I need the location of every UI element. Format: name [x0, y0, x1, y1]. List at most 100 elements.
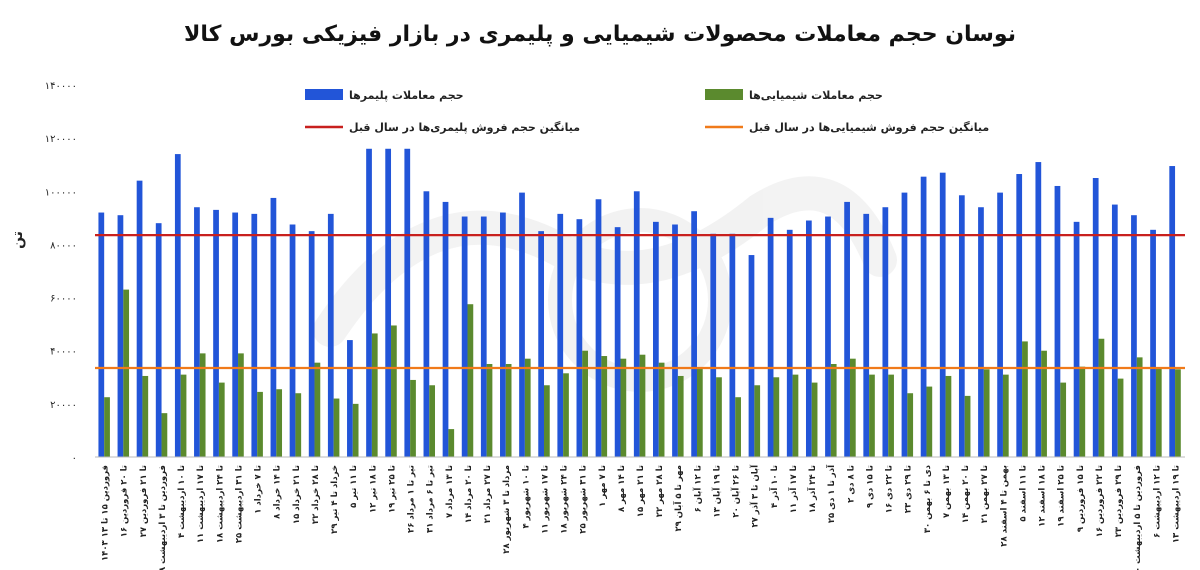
- bar-chemical: [1155, 367, 1162, 457]
- watermark: [313, 176, 897, 392]
- bar-polymer: [748, 255, 755, 457]
- bar-polymer: [844, 201, 850, 457]
- bar-polymer: [270, 197, 277, 457]
- x-tick-label: ۲۸ فروردین تا ۳ اردیبهشت: [158, 465, 168, 570]
- bar-chemical: [295, 393, 302, 457]
- bar-chemical: [429, 385, 436, 457]
- bar-chemical: [677, 375, 684, 457]
- bar-polymer: [308, 231, 315, 457]
- x-tick-label: ۶ تا ۱۲ اردیبهشت: [1152, 465, 1162, 538]
- bar-chemical: [792, 374, 799, 457]
- bar-chemical: [218, 382, 225, 457]
- x-tick-label: ۶ تا ۱۲ آبان: [691, 465, 703, 512]
- bar-chemical: [945, 375, 952, 457]
- legend-polymer: حجم معاملات پلیمرها: [305, 89, 464, 102]
- bar-chemical: [811, 382, 818, 457]
- x-tick-label: ۱۵ تا ۲۱ مهر: [636, 465, 646, 517]
- x-tick-label: ۱۶ تا ۲۲ فروردین: [1095, 465, 1105, 537]
- bar-chemical: [161, 413, 168, 457]
- bar-polymer: [232, 212, 239, 457]
- x-tick-label: ۲۵ آذر تا ۱ دی: [825, 464, 837, 523]
- bar-polymer: [98, 212, 105, 457]
- bar-chemical: [352, 403, 359, 457]
- bar-polymer: [327, 213, 334, 457]
- bar-chemical: [1117, 378, 1124, 457]
- x-tick-label: ۱۸ تا ۲۴ شهریور: [560, 465, 570, 534]
- bar-polymer: [1073, 221, 1080, 457]
- x-tick-label: ۲ تا ۸ دی: [846, 465, 856, 503]
- bar-chemical: [314, 362, 321, 457]
- x-tick-label: ۱۸ تا ۲۴ اردیبهشت: [215, 465, 225, 543]
- bar-chemical: [849, 358, 856, 457]
- x-tick-label: ۱۱ تا ۱۷ شهریور: [540, 465, 550, 534]
- bar-polymer: [729, 233, 736, 457]
- x-tick-label: ۲۹ مهر تا ۵ آبان: [672, 465, 684, 532]
- bar-chemical: [563, 373, 569, 457]
- bar-chemical: [1098, 338, 1105, 457]
- x-tick-label: ۱۹ تا ۲۵ تیر: [387, 465, 397, 513]
- x-tick-label: ۲۵ تا ۳۱ شهریور: [579, 465, 589, 534]
- bar-chemical: [620, 358, 627, 457]
- bar-polymer: [289, 224, 296, 457]
- x-tick-label: ۴ تا ۱۰ آذر: [768, 465, 780, 508]
- bar-polymer: [538, 231, 545, 457]
- bar-polymer: [155, 223, 162, 457]
- bar-polymer: [385, 148, 392, 457]
- bar-chemical: [486, 364, 493, 457]
- x-tick-label: ۵ تا ۱۱ اسفند: [1018, 465, 1028, 522]
- x-tick-label: ۷ تا ۱۳ بهمن: [942, 465, 952, 518]
- y-tick-label: ۲۰۰۰۰: [50, 400, 77, 411]
- bar-polymer: [366, 148, 372, 457]
- bar-chemical: [1041, 350, 1047, 457]
- x-tick-label: ۱۴ تا ۲۰ مرداد: [464, 465, 474, 523]
- bar-chemical: [658, 362, 665, 457]
- bar-polymer: [251, 213, 258, 457]
- bar-chemical: [544, 385, 550, 457]
- x-tick-label: ۹ تا ۱۵ فروردین: [1076, 465, 1086, 532]
- bar-chemical: [180, 374, 187, 457]
- bar-chemical: [410, 379, 416, 457]
- bar-polymer: [347, 340, 353, 457]
- legend-polymer-label: حجم معاملات پلیمرها: [349, 89, 464, 102]
- bar-chemical: [716, 377, 722, 457]
- legend-polymer-average: میانگین حجم فروش پلیمری‌ها در سال قبل: [305, 121, 580, 134]
- bar-chemical: [276, 389, 283, 457]
- bar-polymer: [997, 192, 1003, 457]
- bar-chemical: [1136, 357, 1143, 457]
- legend-chemical-swatch: [705, 89, 743, 100]
- x-tick-label: ۱۳ تا ۱۹ آبان: [710, 465, 722, 518]
- x-tick-label: ۲۲ تا ۲۸ مهر: [655, 465, 665, 517]
- bar-polymer: [117, 215, 124, 457]
- bar-polymer: [939, 172, 946, 457]
- x-tick-label: ۴ تا ۱۰ اردیبهشت: [177, 465, 187, 538]
- bar-chemical: [1060, 382, 1067, 457]
- bar-polymer: [901, 192, 908, 457]
- bar-polymer: [1092, 178, 1099, 457]
- bar-polymer: [1150, 229, 1156, 457]
- x-tick-label: ۱۶ تا ۲۰ فروردین: [120, 465, 130, 537]
- x-tick-label: ۱۸ تا ۲۴ آذر: [806, 465, 818, 513]
- bar-chemical: [467, 304, 474, 457]
- bar-chemical: [333, 398, 340, 457]
- bar-polymer: [1035, 162, 1042, 458]
- bar-polymer: [1054, 185, 1061, 457]
- bar-chemical: [1175, 369, 1181, 457]
- y-tick-label: ۴۰۰۰۰: [50, 347, 77, 358]
- bar-polymer: [882, 207, 889, 457]
- x-tick-label: ۲۸ مرداد تا ۳ شهریور: [502, 465, 512, 554]
- bar-chemical: [926, 386, 933, 457]
- legend-chemical-average-label: میانگین حجم فروش شیمیایی‌ها در سال قبل: [749, 121, 989, 134]
- x-tick-label: ۱۲ تا ۱۸ تیر: [368, 465, 378, 513]
- bar-chemical: [1022, 341, 1028, 457]
- x-tick-label: ۲۱ تا ۲۷ مرداد: [483, 465, 493, 523]
- bar-polymer: [958, 195, 965, 457]
- bar-chemical: [371, 333, 378, 457]
- bar-chemical: [104, 397, 110, 457]
- x-tick-label: ۱۴۰۳ فروردین ۱۵ تا ۱۳: [101, 465, 111, 561]
- x-tick-label: ۲۶ تیر تا ۱ مرداد: [407, 465, 417, 533]
- bar-chemical: [1002, 374, 1009, 457]
- bar-polymer: [825, 216, 831, 457]
- bar-chemical: [1079, 366, 1086, 457]
- x-tick-label: ۸ تا ۱۴ خرداد: [273, 465, 283, 519]
- bar-polymer: [174, 154, 181, 458]
